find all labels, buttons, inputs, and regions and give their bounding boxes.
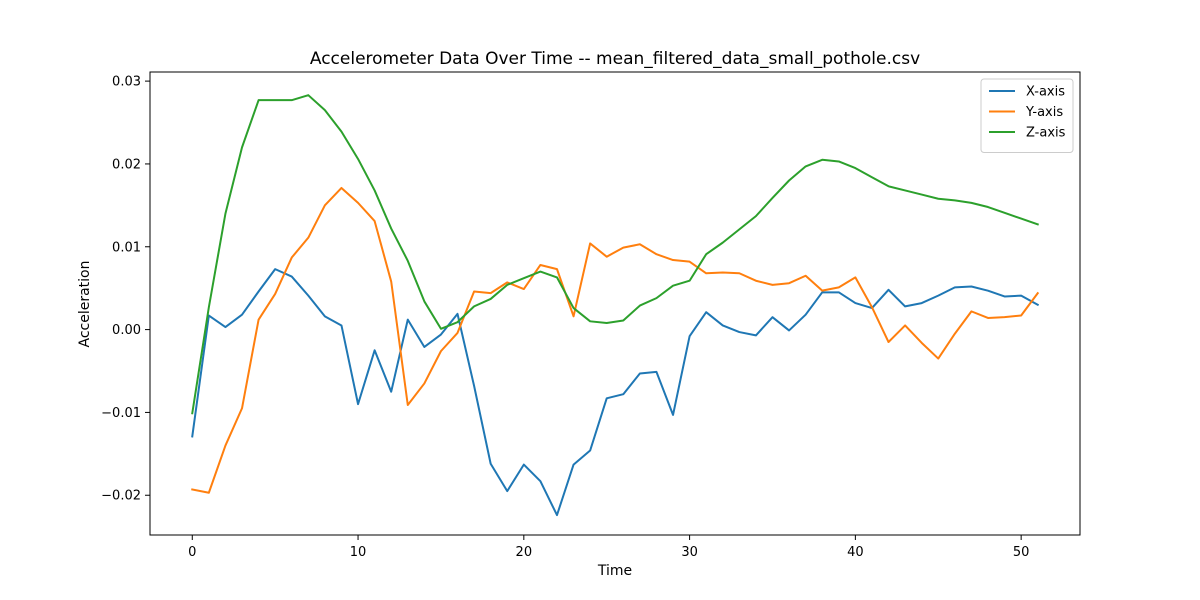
legend-label: Z-axis [1026,126,1066,141]
y-tick-label: −0.02 [101,489,141,504]
plot-area: 0 10 20 30 40 50 −0.02 −0.01 0.00 0.01 0.02 0.03 [101,71,1081,560]
series-line-x-axis [191,268,1040,517]
legend: X-axis Y-axis Z-axis [980,78,1074,153]
y-tick-label: 0.02 [112,157,141,172]
y-tick-label: −0.01 [101,406,141,421]
x-tick-label: 10 [350,545,367,560]
y-tick-label: 0.03 [112,75,141,90]
y-axis-label: Acceleration [77,261,93,348]
legend-box [980,78,1074,153]
x-tick-label: 50 [1013,545,1030,560]
plot-frame [149,71,1081,536]
y-tick-label: 0.01 [112,240,141,255]
series-line-z-axis [191,94,1040,415]
x-tick-label: 40 [847,545,864,560]
x-axis-label: Time [597,563,632,579]
x-tick-label: 20 [516,545,533,560]
series-line-y-axis [191,186,1040,494]
x-tick-label: 30 [681,545,698,560]
legend-label: X-axis [1026,85,1065,100]
x-tick-label: 0 [188,545,196,560]
chart-title: Accelerometer Data Over Time -- mean_fil… [310,49,920,69]
y-tick-label: 0.00 [112,323,141,338]
legend-label: Y-axis [1025,105,1063,120]
